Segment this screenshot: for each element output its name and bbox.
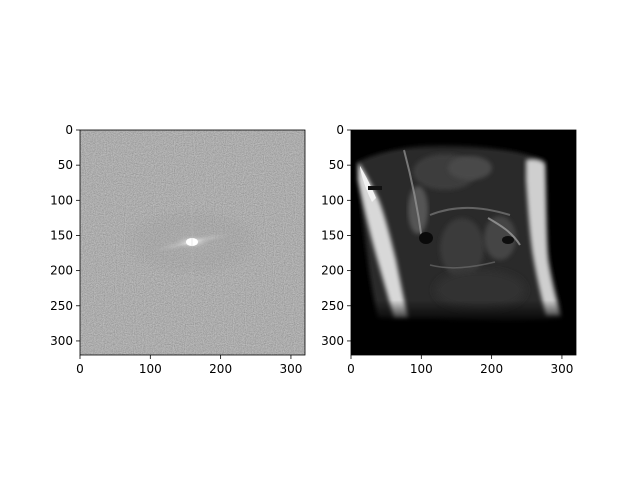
mri-image bbox=[351, 130, 576, 355]
y-tick-label: 300 bbox=[321, 334, 344, 348]
y-tick-label: 150 bbox=[321, 228, 344, 242]
y-tick-label: 200 bbox=[321, 264, 344, 278]
y-tick-label: 0 bbox=[336, 123, 344, 137]
x-tick-label: 200 bbox=[209, 362, 232, 376]
y-tick-label: 250 bbox=[50, 299, 73, 313]
y-tick-label: 0 bbox=[65, 123, 73, 137]
y-tick-label: 300 bbox=[50, 334, 73, 348]
y-tick-label: 200 bbox=[50, 264, 73, 278]
kspace-frame bbox=[79, 129, 306, 356]
kspace-image bbox=[80, 130, 305, 355]
y-tick-label: 50 bbox=[329, 158, 344, 172]
x-tick-label: 300 bbox=[279, 362, 302, 376]
x-tick-label: 0 bbox=[76, 362, 84, 376]
y-tick-label: 100 bbox=[321, 193, 344, 207]
x-tick-label: 100 bbox=[139, 362, 162, 376]
x-tick-label: 300 bbox=[550, 362, 573, 376]
y-tick-label: 100 bbox=[50, 193, 73, 207]
x-tick-label: 100 bbox=[410, 362, 433, 376]
mri-frame bbox=[350, 129, 577, 356]
x-tick-label: 0 bbox=[347, 362, 355, 376]
y-tick-label: 150 bbox=[50, 228, 73, 242]
y-tick-label: 50 bbox=[58, 158, 73, 172]
x-tick-label: 200 bbox=[480, 362, 503, 376]
y-tick-label: 250 bbox=[321, 299, 344, 313]
